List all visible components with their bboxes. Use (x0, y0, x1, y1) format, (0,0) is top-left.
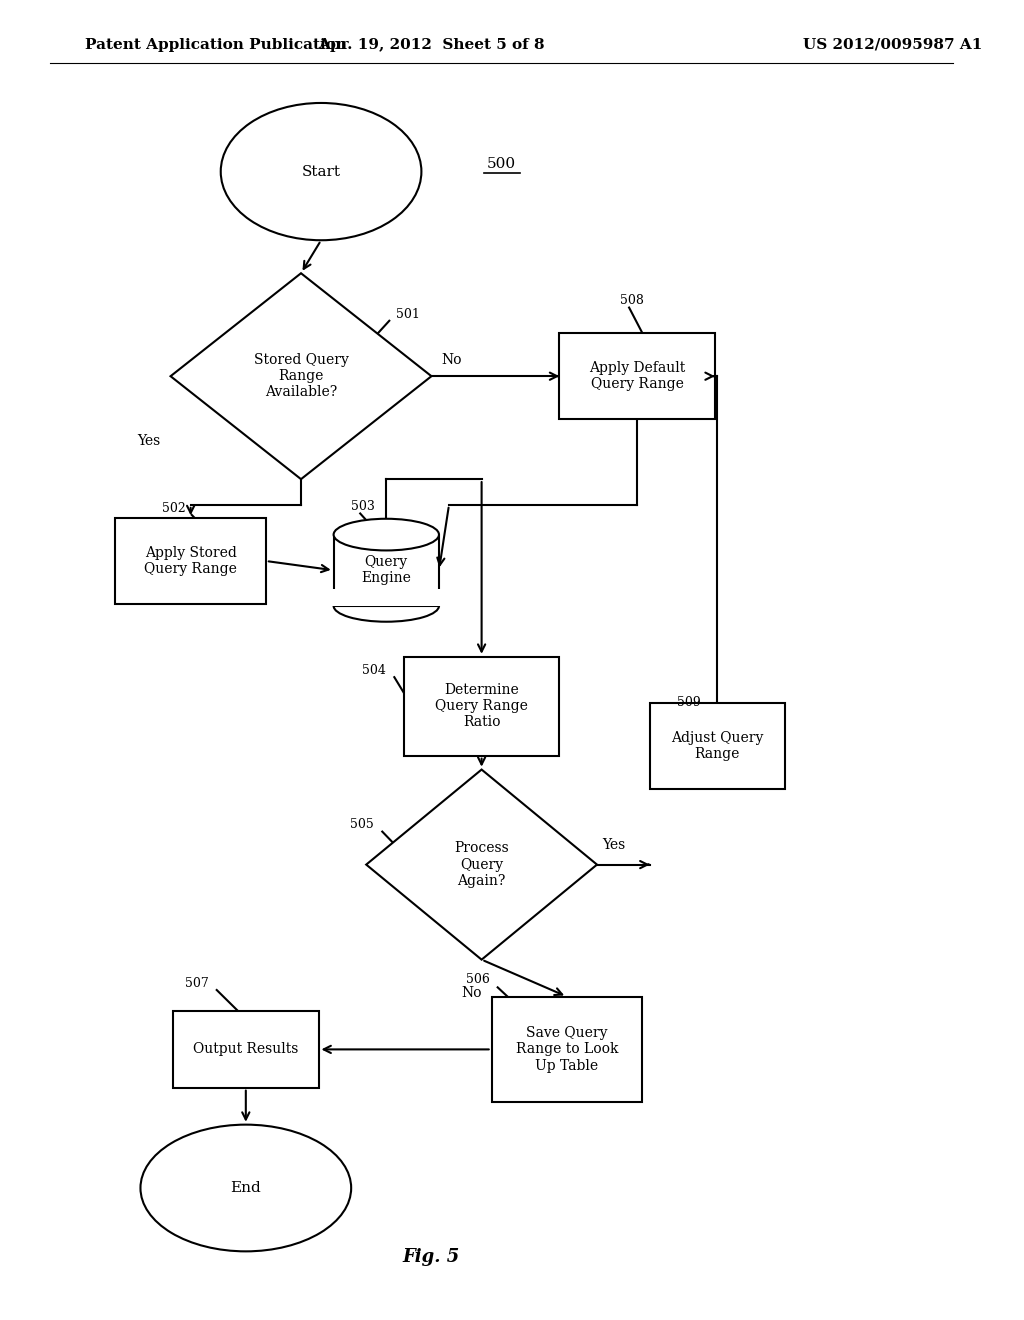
Text: Fig. 5: Fig. 5 (402, 1247, 460, 1266)
Bar (559, 333, 715, 420)
Polygon shape (367, 770, 597, 960)
Text: Apply Default
Query Range: Apply Default Query Range (589, 362, 685, 391)
Text: 500: 500 (487, 157, 516, 170)
Bar (332, 589, 441, 606)
Text: Yes: Yes (602, 838, 626, 851)
Text: 502: 502 (162, 502, 185, 515)
Text: 509: 509 (677, 696, 700, 709)
Bar (116, 519, 266, 605)
Text: Save Query
Range to Look
Up Table: Save Query Range to Look Up Table (516, 1026, 618, 1073)
Text: 508: 508 (621, 294, 644, 308)
Polygon shape (171, 273, 431, 479)
Text: 501: 501 (396, 308, 420, 321)
Text: Start: Start (302, 165, 341, 178)
Bar (173, 1011, 318, 1088)
Text: 505: 505 (350, 818, 374, 832)
Text: No: No (441, 354, 462, 367)
Text: 506: 506 (466, 973, 489, 986)
Text: Patent Application Publication: Patent Application Publication (85, 38, 347, 51)
Text: No: No (462, 986, 482, 1001)
Text: US 2012/0095987 A1: US 2012/0095987 A1 (803, 38, 982, 51)
Text: Apply Stored
Query Range: Apply Stored Query Range (144, 546, 238, 576)
Bar (492, 997, 642, 1102)
Text: 504: 504 (362, 664, 386, 677)
Text: 507: 507 (185, 977, 209, 990)
Text: Determine
Query Range
Ratio: Determine Query Range Ratio (435, 682, 528, 730)
Text: Adjust Query
Range: Adjust Query Range (671, 731, 764, 760)
Ellipse shape (334, 519, 439, 550)
Text: End: End (230, 1181, 261, 1195)
Text: Yes: Yes (137, 434, 161, 447)
Text: Output Results: Output Results (194, 1043, 299, 1056)
Bar (649, 704, 785, 789)
Text: Stored Query
Range
Available?: Stored Query Range Available? (254, 352, 348, 400)
Text: Process
Query
Again?: Process Query Again? (455, 841, 509, 888)
Text: 503: 503 (351, 500, 375, 513)
Bar (334, 535, 439, 606)
Bar (403, 656, 559, 755)
Text: Apr. 19, 2012  Sheet 5 of 8: Apr. 19, 2012 Sheet 5 of 8 (318, 38, 545, 51)
Text: Query
Engine: Query Engine (361, 556, 412, 585)
